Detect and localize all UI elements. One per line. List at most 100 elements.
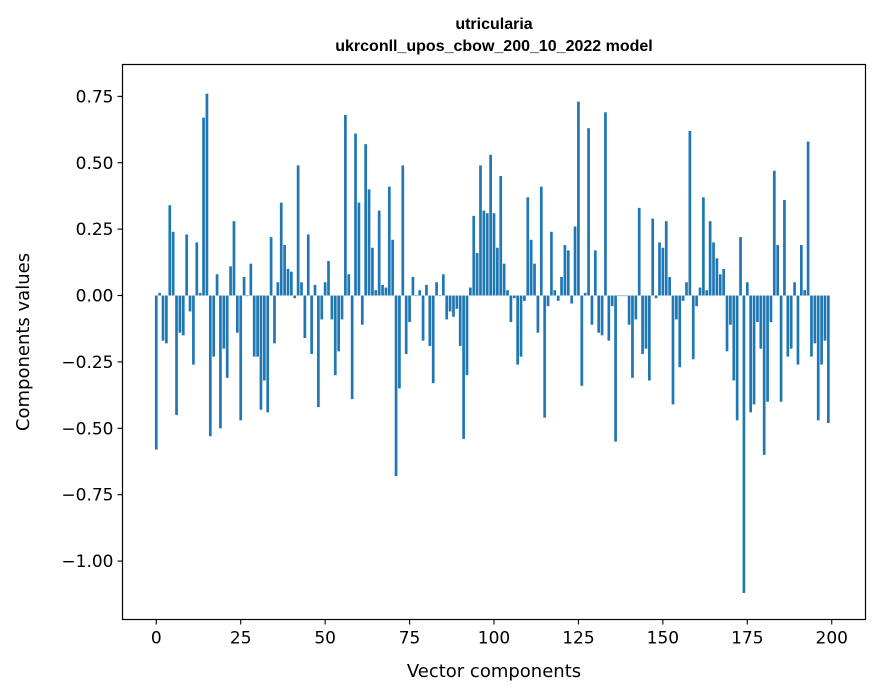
bar-7 bbox=[178, 295, 182, 333]
bar-76 bbox=[411, 276, 415, 296]
x-tick-label: 25 bbox=[230, 629, 252, 649]
bar-67 bbox=[381, 284, 384, 296]
bar-141 bbox=[631, 295, 634, 378]
bar-59 bbox=[354, 133, 357, 296]
bar-190 bbox=[796, 295, 800, 365]
x-tick-label: 50 bbox=[314, 629, 336, 649]
bar-155 bbox=[678, 295, 682, 368]
y-tick-label: −1.00 bbox=[61, 552, 113, 572]
bar-45 bbox=[306, 234, 310, 296]
bar-179 bbox=[759, 295, 763, 349]
bar-52 bbox=[330, 295, 334, 320]
bar-40 bbox=[290, 271, 293, 296]
bar-110 bbox=[526, 197, 530, 296]
bar-32 bbox=[262, 295, 266, 381]
bar-26 bbox=[242, 276, 246, 296]
bar-132 bbox=[600, 295, 604, 336]
bar-4 bbox=[168, 205, 172, 296]
bar-161 bbox=[698, 287, 702, 296]
plot-frame bbox=[121, 63, 867, 621]
bar-191 bbox=[799, 245, 803, 296]
bar-123 bbox=[570, 295, 574, 304]
bar-126 bbox=[580, 295, 584, 386]
bar-101 bbox=[496, 247, 499, 296]
bar-150 bbox=[661, 247, 665, 296]
bar-70 bbox=[391, 239, 395, 296]
bar-10 bbox=[188, 295, 192, 312]
bar-175 bbox=[745, 282, 749, 296]
bar-124 bbox=[573, 226, 577, 296]
y-axis-label: Components values bbox=[13, 253, 34, 431]
bar-113 bbox=[536, 295, 540, 333]
bar-68 bbox=[384, 287, 388, 296]
bar-138 bbox=[620, 295, 624, 297]
bar-86 bbox=[445, 295, 449, 320]
bar-65 bbox=[374, 290, 378, 296]
bar-83 bbox=[435, 282, 438, 296]
x-tick-label: 200 bbox=[816, 629, 848, 649]
bar-152 bbox=[668, 276, 671, 296]
bar-19 bbox=[219, 295, 222, 429]
bar-37 bbox=[279, 202, 283, 296]
bar-66 bbox=[377, 210, 381, 296]
y-tick-label: 0.75 bbox=[76, 87, 114, 107]
bar-11 bbox=[192, 295, 195, 365]
bar-17 bbox=[212, 295, 216, 357]
bar-73 bbox=[401, 165, 405, 296]
bar-147 bbox=[651, 218, 655, 296]
bar-20 bbox=[222, 295, 226, 349]
bar-172 bbox=[735, 295, 739, 421]
bar-135 bbox=[610, 295, 614, 307]
bar-100 bbox=[492, 213, 496, 296]
bar-44 bbox=[303, 295, 307, 339]
bar-144 bbox=[641, 295, 644, 354]
bar-78 bbox=[418, 290, 422, 296]
bar-99 bbox=[489, 154, 492, 296]
bar-105 bbox=[509, 295, 513, 323]
bar-75 bbox=[408, 295, 411, 323]
x-tick-label: 75 bbox=[399, 629, 421, 649]
bar-16 bbox=[208, 295, 212, 437]
bar-112 bbox=[533, 263, 536, 296]
bar-89 bbox=[455, 295, 459, 309]
bar-63 bbox=[367, 189, 371, 296]
bar-174 bbox=[742, 295, 746, 593]
bar-159 bbox=[691, 295, 695, 360]
y-tick-label: 0.50 bbox=[76, 154, 114, 174]
bar-115 bbox=[543, 295, 547, 418]
bar-28 bbox=[249, 263, 253, 296]
bar-94 bbox=[472, 215, 476, 296]
bar-114 bbox=[539, 186, 543, 296]
bar-187 bbox=[786, 295, 790, 357]
bar-96 bbox=[479, 165, 482, 296]
bar-47 bbox=[313, 284, 317, 296]
bar-140 bbox=[627, 295, 631, 325]
bar-38 bbox=[283, 245, 286, 296]
y-axis-ticks: −1.00 −0.75 −0.50 −0.25 0.00 0.25 0.50 0.75 bbox=[61, 87, 123, 572]
bar-129 bbox=[590, 295, 594, 325]
bar-118 bbox=[553, 290, 557, 296]
bar-154 bbox=[675, 295, 678, 320]
bar-8 bbox=[181, 295, 185, 336]
bar-136 bbox=[614, 295, 617, 442]
chart-title: utricularia bbox=[455, 16, 532, 33]
y-tick-label: 0.25 bbox=[76, 220, 114, 240]
bar-160 bbox=[695, 295, 698, 307]
bar-117 bbox=[550, 231, 553, 296]
bar-15 bbox=[205, 93, 209, 296]
bar-53 bbox=[333, 295, 337, 376]
bar-23 bbox=[232, 221, 236, 296]
bar-41 bbox=[293, 295, 297, 299]
bar-104 bbox=[506, 290, 509, 296]
x-tick-label: 125 bbox=[562, 629, 594, 649]
bar-156 bbox=[681, 295, 685, 301]
bar-6 bbox=[175, 295, 178, 416]
bar-35 bbox=[273, 295, 276, 344]
bar-5 bbox=[171, 231, 175, 296]
bar-167 bbox=[718, 274, 722, 296]
bar-0 bbox=[154, 295, 158, 450]
bar-98 bbox=[485, 213, 489, 296]
bar-183 bbox=[772, 170, 776, 296]
bar-80 bbox=[425, 284, 428, 296]
